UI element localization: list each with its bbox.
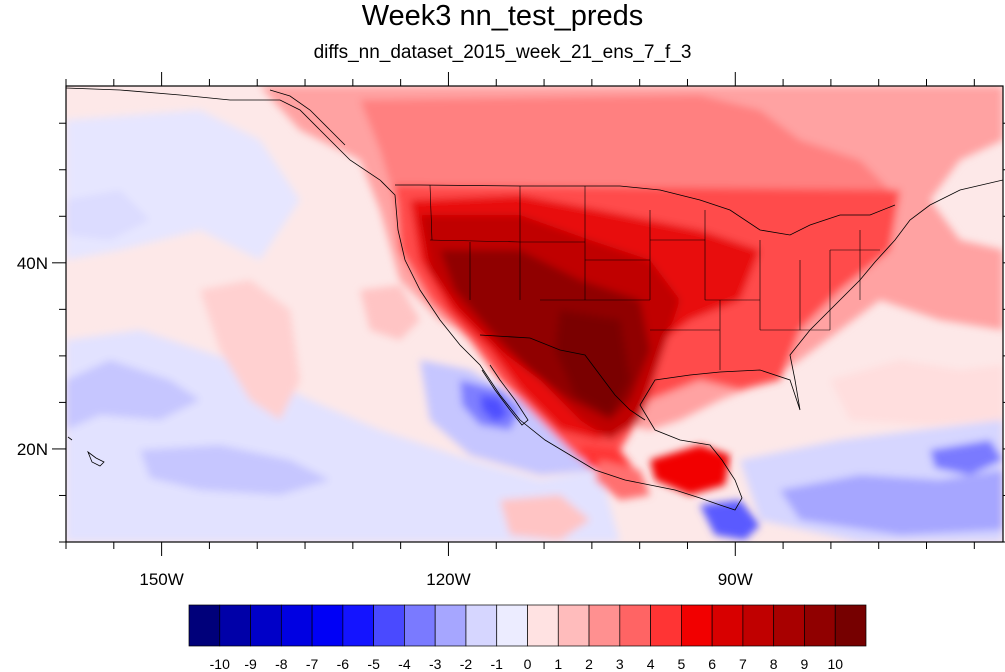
- colorbar-swatch: [711, 604, 744, 647]
- colorbar-swatch: [834, 604, 867, 647]
- colorbar-swatch: [619, 604, 651, 647]
- colorbar-swatch: [742, 604, 775, 647]
- lat-tick-label: 20N: [17, 440, 48, 459]
- colorbar-swatch: [342, 604, 374, 647]
- colorbar-label: -5: [367, 656, 380, 672]
- colorbar-label: 10: [827, 656, 843, 672]
- colorbar-swatch: [250, 604, 282, 647]
- colorbar: [188, 604, 867, 647]
- alaska-coast: [269, 89, 346, 146]
- colorbar-label: 4: [647, 656, 655, 672]
- map-subtitle: diffs_nn_dataset_2015_week_21_ens_7_f_3: [313, 42, 692, 63]
- colorbar-swatch: [527, 604, 559, 647]
- colorbar-swatch: [465, 604, 498, 647]
- field-anomaly-layer: [66, 86, 1003, 542]
- colorbar-label: 6: [708, 656, 716, 672]
- colorbar-labels: -10 -9 -8 -7 -6 -5 -4 -3 -2 -1 0 1 2 3 4 5 6 7 8 9 10: [210, 656, 844, 672]
- hawaii-outline: [67, 436, 105, 467]
- us-mexico-border: [479, 334, 646, 421]
- colorbar-label: 0: [524, 656, 532, 672]
- colorbar-label: -8: [275, 656, 288, 672]
- colorbar-label: -10: [210, 656, 230, 672]
- colorbar-label: 7: [739, 656, 747, 672]
- map-title: Week3 nn_test_preds: [361, 0, 644, 32]
- axis-ticks: [52, 72, 1005, 556]
- colorbar-label: -2: [460, 656, 473, 672]
- colorbar-label: 5: [677, 656, 685, 672]
- colorbar-label: 3: [616, 656, 624, 672]
- colorbar-swatch: [650, 604, 682, 647]
- lat-tick-label: 40N: [17, 254, 48, 273]
- colorbar-label: -1: [491, 656, 504, 672]
- colorbar-label: -3: [429, 656, 442, 672]
- colorbar-swatch: [681, 604, 713, 647]
- colorbar-swatch: [588, 604, 621, 647]
- colorbar-label: -9: [244, 656, 257, 672]
- state-boundaries-layer: [429, 184, 880, 370]
- colorbar-label: -6: [337, 656, 350, 672]
- colorbar-swatch: [404, 604, 436, 647]
- north-america-coastline: [66, 87, 1003, 511]
- colorbar-swatch: [219, 604, 251, 647]
- colorbar-swatch: [373, 604, 405, 647]
- lon-tick-label: 90W: [718, 570, 753, 589]
- colorbar-swatch: [188, 604, 221, 647]
- colorbar-label: -4: [398, 656, 411, 672]
- baja-california-outline: [481, 364, 529, 426]
- colorbar-label: 9: [801, 656, 809, 672]
- axis-tick-labels: 150W 120W 90W 20N 40N: [17, 254, 753, 589]
- colorbar-label: 8: [770, 656, 778, 672]
- colorbar-label: 1: [554, 656, 562, 672]
- lon-tick-label: 150W: [139, 570, 183, 589]
- colorbar-label: -7: [306, 656, 319, 672]
- colorbar-swatch: [434, 604, 467, 647]
- colorbar-swatch: [773, 604, 805, 647]
- plot-frame: [65, 85, 1004, 543]
- colorbar-swatch: [804, 604, 836, 647]
- lon-tick-label: 120W: [426, 570, 470, 589]
- colorbar-label: 2: [585, 656, 593, 672]
- colorbar-swatch: [496, 604, 528, 647]
- colorbar-swatch: [280, 604, 313, 647]
- colorbar-swatch: [311, 604, 344, 647]
- colorbar-swatch: [557, 604, 590, 647]
